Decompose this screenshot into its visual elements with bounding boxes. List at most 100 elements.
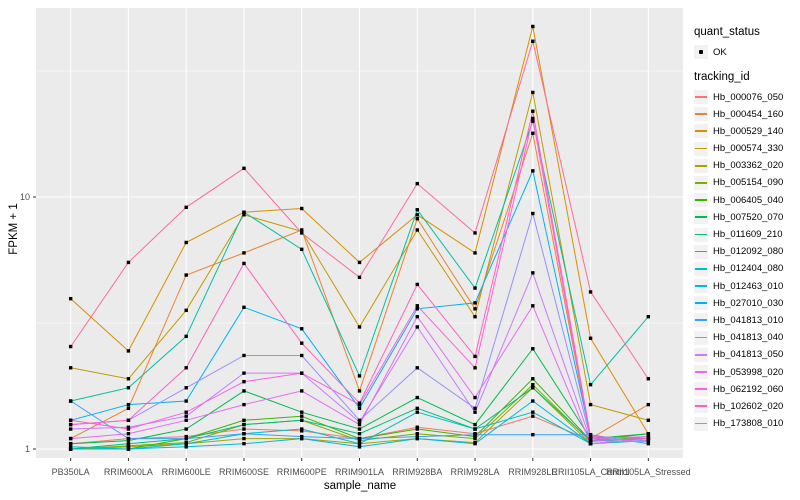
data-point — [184, 410, 188, 414]
line-swatch-icon — [694, 330, 708, 345]
data-point — [68, 445, 73, 449]
data-point — [126, 444, 131, 448]
line-swatch-icon — [694, 416, 708, 431]
data-point — [473, 301, 477, 305]
line-swatch-icon — [694, 107, 708, 122]
data-point — [184, 308, 188, 313]
line-swatch-icon — [694, 296, 708, 311]
x-tick-label: RRIM928LE — [508, 467, 557, 477]
line-swatch-icon — [694, 244, 708, 259]
legend-item-label: Hb_000454_160 — [713, 108, 784, 120]
legend-item-Hb_000529_140: Hb_000529_140 — [694, 124, 800, 139]
data-point — [588, 441, 593, 446]
data-point — [415, 425, 419, 429]
line-swatch-icon — [694, 365, 708, 379]
data-point — [531, 386, 535, 390]
data-point — [473, 410, 477, 414]
data-point — [531, 410, 535, 414]
data-point — [531, 399, 535, 403]
data-point — [242, 418, 246, 422]
data-point — [531, 24, 535, 29]
legend-item-Hb_102602_020: Hb_102602_020 — [694, 399, 800, 414]
data-point — [646, 377, 651, 381]
data-point — [415, 436, 419, 441]
legend-item-Hb_011609_210: Hb_011609_210 — [694, 227, 800, 242]
data-point — [473, 286, 477, 290]
data-point — [126, 438, 131, 443]
data-point — [68, 344, 73, 349]
data-point — [184, 386, 188, 390]
data-point — [531, 109, 535, 113]
data-point — [126, 418, 131, 422]
x-tick-label: RRIM600LE — [162, 467, 211, 477]
data-point — [300, 418, 304, 422]
legend-item-label: Hb_006405_040 — [713, 194, 784, 206]
data-point — [126, 260, 131, 265]
data-point — [646, 402, 651, 407]
data-point — [473, 354, 477, 359]
data-point — [588, 436, 593, 441]
legend-item-label: Hb_012463_010 — [713, 280, 784, 292]
data-point — [646, 434, 651, 439]
data-point — [531, 271, 535, 275]
data-point — [242, 436, 246, 441]
data-point — [126, 349, 131, 353]
legend-item-label: Hb_003362_020 — [713, 160, 784, 172]
data-point — [300, 206, 304, 211]
data-point — [531, 377, 535, 381]
legend-item-label: Hb_007520_070 — [713, 211, 784, 223]
data-point — [531, 90, 535, 95]
data-point — [415, 406, 419, 411]
line-swatch-icon — [694, 90, 708, 104]
data-point — [473, 432, 477, 437]
data-point — [184, 414, 188, 418]
data-point — [588, 438, 593, 443]
data-point — [242, 427, 246, 431]
legend-item-Hb_053998_020: Hb_053998_020 — [694, 365, 800, 379]
legend-item-label: Hb_000529_140 — [713, 125, 784, 137]
data-point — [415, 427, 419, 431]
data-point — [415, 366, 419, 370]
data-point — [126, 377, 131, 381]
data-point — [415, 434, 419, 439]
data-point — [415, 325, 419, 329]
data-point — [646, 418, 651, 422]
data-point — [184, 436, 188, 441]
data-point — [184, 441, 188, 446]
data-point — [588, 402, 593, 407]
line-swatch-icon — [694, 399, 708, 414]
data-point — [473, 436, 477, 441]
data-point — [531, 116, 535, 121]
data-point — [357, 445, 362, 449]
legend-item-label: Hb_027010_030 — [713, 297, 784, 309]
y-tick-label: 1 — [25, 444, 30, 454]
data-point — [184, 418, 188, 422]
data-point — [588, 434, 593, 439]
data-point — [473, 441, 477, 446]
legend-item-label: Hb_000574_330 — [713, 143, 784, 155]
data-point — [184, 399, 188, 403]
data-point — [473, 434, 477, 439]
data-point — [473, 314, 477, 319]
line-swatch-icon — [694, 124, 708, 139]
data-point — [300, 427, 304, 431]
data-point — [242, 353, 246, 358]
data-point — [68, 427, 73, 431]
data-point — [531, 382, 535, 387]
data-point — [357, 441, 362, 446]
legend-item-label: Hb_173808_010 — [713, 418, 784, 430]
legend-item-label: Hb_005154_090 — [713, 177, 784, 189]
data-point — [357, 260, 362, 265]
data-point — [300, 389, 304, 393]
data-point — [68, 447, 73, 451]
legend-item-Hb_027010_030: Hb_027010_030 — [694, 296, 800, 311]
legend-item-label: Hb_012092_080 — [713, 246, 784, 258]
data-point — [531, 119, 535, 123]
line-swatch-icon — [694, 347, 708, 362]
data-point — [357, 389, 362, 393]
data-point — [357, 432, 362, 436]
data-point — [646, 314, 651, 319]
data-point — [126, 406, 131, 411]
data-point — [531, 131, 535, 135]
data-point — [300, 327, 304, 331]
